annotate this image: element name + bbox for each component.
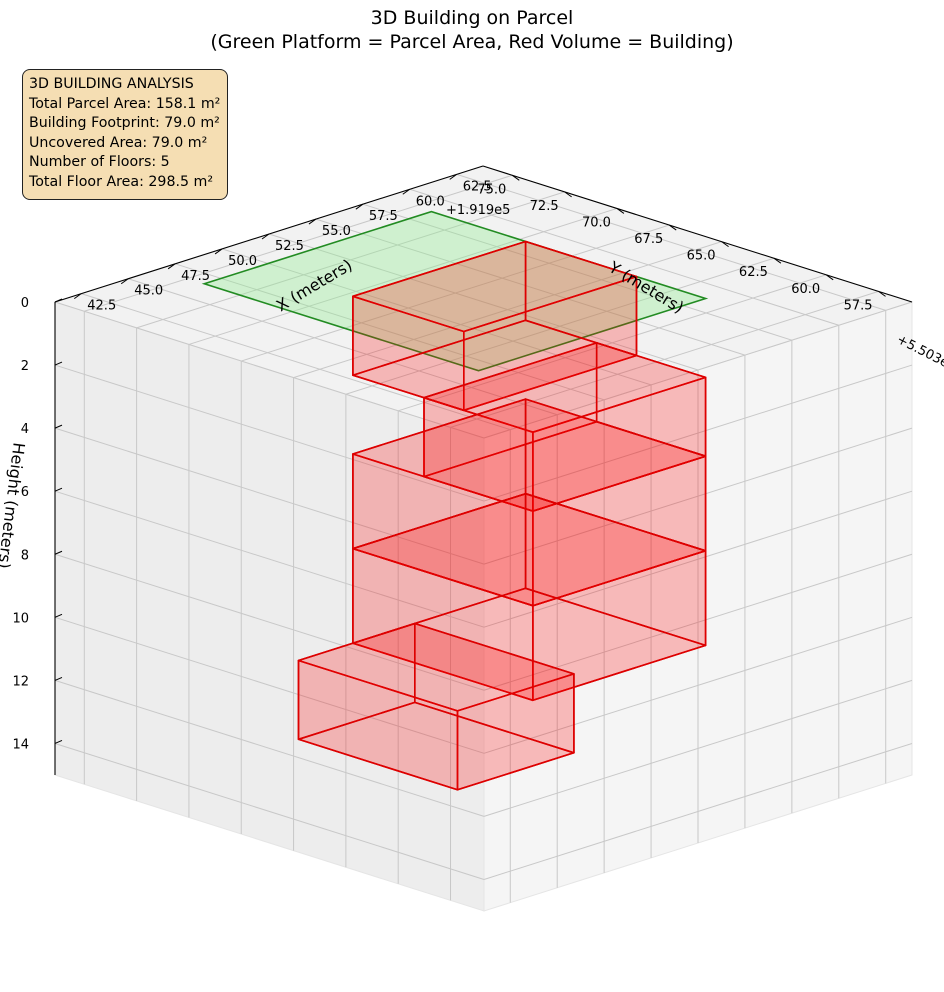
z-tick-label: 12 xyxy=(12,674,29,689)
z-tick-label: 10 xyxy=(12,611,29,626)
x-tick-mark xyxy=(355,203,364,210)
y-tick-label: 72.5 xyxy=(530,199,559,214)
grid-line-x-floor xyxy=(221,248,652,386)
grid-line-x-floor xyxy=(268,233,699,371)
y-tick-mark xyxy=(512,174,520,181)
x-tick-mark xyxy=(449,173,458,180)
y-tick-label: 57.5 xyxy=(844,298,873,313)
y-tick-mark xyxy=(668,224,677,231)
chart-title: 3D Building on Parcel (Green Platform = … xyxy=(0,6,944,54)
grid-line-x-floor xyxy=(456,173,886,311)
grid-line-x-floor xyxy=(315,218,746,356)
grid-line-z-back-y xyxy=(54,301,485,439)
y-tick-label: 65.0 xyxy=(687,249,716,264)
z-tick-mark xyxy=(54,613,63,618)
analysis-info-box: 3D BUILDING ANALYSIS Total Parcel Area: … xyxy=(22,69,229,200)
z-tick-label: 4 xyxy=(21,422,29,437)
y-axis-line xyxy=(482,165,913,303)
uncovered-area-text: Uncovered Area: 79.0 m² xyxy=(29,134,208,151)
grid-line-z-back-x xyxy=(483,742,913,880)
x-tick-label: 47.5 xyxy=(181,269,210,284)
grid-line-y-floor xyxy=(398,274,827,412)
x-tick-label: 62.5 xyxy=(463,179,492,194)
x-tick-mark xyxy=(308,218,317,225)
title-line-1: 3D Building on Parcel xyxy=(370,7,574,29)
grid-line-x-floor xyxy=(81,293,511,431)
y-tick-mark xyxy=(721,241,729,248)
y-tick-label: 67.5 xyxy=(634,232,663,247)
y-tick-label: 60.0 xyxy=(791,282,820,297)
grid-line-z-back-y xyxy=(54,490,485,628)
x-offset-label: +1.919e5 xyxy=(446,203,510,218)
grid-line-x-floor xyxy=(409,188,839,326)
y-tick-label: 70.0 xyxy=(582,215,611,230)
grid-line-x-floor xyxy=(362,203,793,341)
grid-line-y-floor xyxy=(241,224,670,362)
x-tick-label: 52.5 xyxy=(275,239,304,254)
grid-line-y-floor xyxy=(136,191,565,329)
y-tick-mark xyxy=(564,191,572,198)
grid-line-y-floor xyxy=(345,257,775,395)
z-tick-mark xyxy=(54,361,63,366)
grid-line-z-back-x xyxy=(483,427,913,565)
x-tick-label: 42.5 xyxy=(87,299,116,314)
y-tick-label: 75.0 xyxy=(477,182,506,197)
grid-line-y-floor xyxy=(84,174,513,312)
z-tick-mark xyxy=(54,550,63,555)
building-floor-4-face-6 xyxy=(352,587,707,702)
building-floor-1-face-6 xyxy=(352,319,638,412)
floors-text: Number of Floors: 5 xyxy=(29,154,170,171)
z-tick-label: 2 xyxy=(21,359,29,374)
x-tick-label: 45.0 xyxy=(134,284,163,299)
grid-line-y-floor xyxy=(188,207,618,345)
z-tick-mark xyxy=(54,424,63,429)
grid-line-z-back-x xyxy=(483,364,913,502)
title-line-2: (Green Platform = Parcel Area, Red Volum… xyxy=(210,31,734,53)
z-tick-label: 14 xyxy=(12,737,29,752)
x-tick-label: 60.0 xyxy=(416,194,445,209)
x-tick-mark xyxy=(261,233,270,240)
z-tick-label: 8 xyxy=(21,548,29,563)
x-tick-label: 50.0 xyxy=(228,254,257,269)
grid-line-z-back-y xyxy=(54,364,485,502)
grid-line-x-floor xyxy=(174,263,605,401)
y-tick-mark xyxy=(825,274,834,281)
grid-line-z-back-y xyxy=(54,742,485,880)
grid-line-y-floor xyxy=(293,241,722,379)
x-tick-mark xyxy=(214,248,223,255)
z-tick-mark xyxy=(54,676,63,681)
y-tick-mark xyxy=(616,208,625,214)
grid-line-z-back-x xyxy=(483,679,913,817)
parcel-platform xyxy=(201,210,709,372)
z-tick-mark xyxy=(54,740,63,744)
grid-line-z-back-x xyxy=(483,490,913,628)
grid-line-z-back-y xyxy=(54,616,485,754)
y-tick-mark xyxy=(878,290,886,297)
x-tick-label: 55.0 xyxy=(322,224,351,239)
y-tick-label: 62.5 xyxy=(739,265,768,280)
grid-line-z-back-y xyxy=(54,553,485,691)
grid-line-y-floor xyxy=(450,290,879,428)
x-tick-mark xyxy=(167,263,176,270)
x-tick-label: 57.5 xyxy=(369,209,398,224)
grid-line-z-back-y xyxy=(54,679,485,817)
x-tick-mark xyxy=(402,188,411,195)
x-tick-mark xyxy=(120,278,129,285)
z-tick-label: 6 xyxy=(21,485,29,500)
grid-line-z-back-y xyxy=(54,427,485,565)
x-tick-mark xyxy=(73,293,82,300)
info-box-title: 3D BUILDING ANALYSIS xyxy=(29,76,194,92)
z-tick-label: 0 xyxy=(21,296,29,311)
grid-line-z-back-x xyxy=(483,301,913,439)
z-tick-mark xyxy=(54,487,63,492)
grid-line-z-back-x xyxy=(483,616,913,754)
grid-line-x-floor xyxy=(128,278,558,416)
building-floor-5-face-6 xyxy=(297,701,575,791)
y-tick-mark xyxy=(773,257,782,264)
parcel-area-text: Total Parcel Area: 158.1 m² xyxy=(29,95,221,112)
floor-area-text: Total Floor Area: 298.5 m² xyxy=(29,173,214,190)
z-tick-mark xyxy=(54,298,63,303)
footprint-text: Building Footprint: 79.0 m² xyxy=(29,115,220,132)
